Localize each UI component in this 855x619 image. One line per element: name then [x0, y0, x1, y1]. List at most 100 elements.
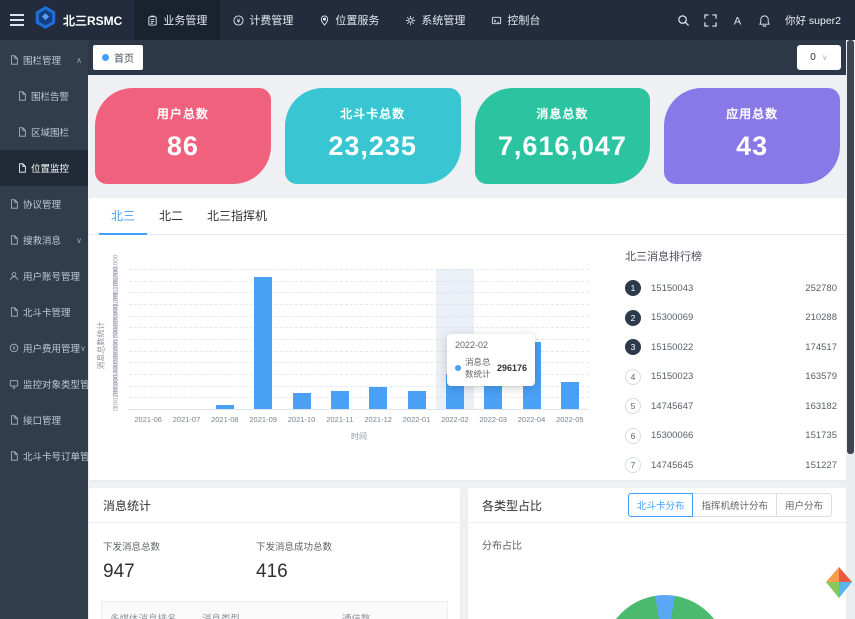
gridline [129, 292, 589, 294]
ranking-row-1[interactable]: 1 15150043 252780 [625, 279, 837, 297]
sidebar-item-label: 北斗卡管理 [23, 308, 71, 319]
ranking-row-5[interactable]: 5 14745647 163182 [625, 397, 837, 415]
ratio-button-1[interactable]: 指挥机统计分布 [692, 493, 777, 517]
x-tick-label: 2022-03 [479, 415, 507, 424]
sidebar-item-1[interactable]: 围栏告警 [0, 78, 88, 114]
navbar-menu: 业务管理 ¥ 计费管理 位置服务 系统管理 控制台 [134, 0, 553, 40]
sidebar-item-0[interactable]: 围栏管理 ∧ [0, 42, 88, 78]
x-tick-label: 2022-05 [556, 415, 584, 424]
brand-logo-icon [34, 5, 57, 35]
ranking-row-4[interactable]: 4 15150023 163579 [625, 368, 837, 386]
stat-card-2[interactable]: 消息总数 7,616,047 [474, 88, 651, 184]
file [9, 55, 19, 65]
gridline [129, 339, 589, 340]
gridline [129, 304, 589, 305]
user-greeting[interactable]: 你好 super2 [784, 14, 841, 27]
navbar-item-4[interactable]: 控制台 [478, 0, 553, 40]
message-ranking: 北三消息排行榜 1 15150043 252780 2 15300069 210288 3 1… [625, 248, 837, 474]
scrollbar-thumb[interactable] [847, 40, 854, 454]
navbar-item-label: 业务管理 [163, 15, 208, 27]
ratio-button-0[interactable]: 北斗卡分布 [627, 493, 694, 517]
bar-2021-10[interactable] [292, 393, 311, 409]
chevron-down-icon: ∨ [76, 235, 82, 245]
ratio-button-2[interactable]: 用户分布 [775, 493, 832, 517]
clipboard-icon [147, 15, 158, 26]
gridline [129, 315, 589, 317]
sidebar-item-4[interactable]: 协议管理 [0, 186, 88, 222]
pie-chart: 北二: 11 北三: 207 [468, 548, 846, 619]
ranking-row-7[interactable]: 7 14745645 151227 [625, 456, 837, 474]
navbar-item-3[interactable]: 系统管理 [392, 0, 478, 40]
ranking-message-count: 252780 [805, 282, 837, 294]
stats-table-header-1: 消息类型 [202, 611, 342, 619]
x-tick-label: 2022-02 [441, 415, 469, 424]
ranking-card-id: 15150023 [651, 371, 694, 382]
stat-card-3[interactable]: 应用总数 43 [664, 88, 840, 184]
sidebar-item-label: 围栏告警 [31, 92, 70, 103]
x-axis-title: 时间 [351, 432, 367, 441]
chart-tab-2[interactable]: 北三指挥机 [207, 209, 268, 223]
stat-card-0[interactable]: 用户总数 86 [95, 88, 271, 184]
hamburger-menu-icon[interactable] [0, 0, 26, 40]
ratio-subtitle: 分布占比 [482, 541, 522, 552]
x-tick-label: 2021-06 [134, 415, 162, 424]
ranking-row-2[interactable]: 2 15300069 210288 [625, 309, 837, 327]
gridline [129, 397, 589, 399]
rank-badge: 1 [625, 280, 641, 296]
ranking-card-id: 14745647 [651, 400, 694, 412]
main-content: 用户总数 86 北斗卡总数 23,235 消息总数 7,616,047 应用总数 43 北三北… [88, 75, 855, 619]
navbar-item-label: 系统管理 [421, 15, 466, 27]
tags-view-bar: 首页 0 ∨ [88, 40, 855, 75]
sidebar-item-2[interactable]: 区域围栏 [0, 114, 88, 150]
sidebar-item-9[interactable]: 监控对象类型管理∨ [0, 366, 88, 402]
bar-2021-08[interactable] [215, 405, 234, 409]
navbar-right-icons: A [677, 13, 771, 27]
bar-2022-05[interactable] [560, 382, 579, 409]
ranking-row-6[interactable]: 6 15300066 151735 [625, 427, 837, 445]
stats-table-header-row: 多媒体消息排名消息类型通信数 [101, 601, 448, 619]
x-tick-label: 2022-04 [517, 415, 546, 424]
sidebar-item-label: 接口管理 [23, 416, 62, 427]
bar-2021-09[interactable] [254, 277, 273, 409]
floating-diamond-icon[interactable] [824, 566, 854, 600]
bar-2022-01[interactable] [407, 391, 426, 409]
sidebar-item-label: 位置监控 [31, 164, 70, 175]
sidebar-item-label: 协议管理 [23, 200, 62, 211]
bar-2021-12[interactable] [369, 387, 388, 409]
stat-card-value: 86 [166, 131, 199, 161]
sidebar-item-6[interactable]: 用户账号管理 [0, 258, 88, 294]
navbar-item-0[interactable]: 业务管理 [134, 0, 221, 40]
sidebar-item-10[interactable]: 接口管理 [0, 402, 88, 438]
page-scrollbar[interactable] [846, 40, 855, 619]
tab-home[interactable]: 首页 [93, 45, 143, 70]
chart-tab-0[interactable]: 北三 [99, 198, 148, 235]
stat-card-label: 北斗卡总数 [340, 107, 406, 121]
navbar-item-2[interactable]: 位置服务 [306, 0, 392, 40]
metric-value: 947 [103, 561, 135, 582]
tab-home-label: 首页 [114, 54, 134, 65]
active-tab-dot-icon [102, 54, 109, 61]
ranking-row-3[interactable]: 3 15150022 174517 [625, 338, 837, 356]
font-size-icon: A [731, 14, 744, 26]
bar-2021-11[interactable] [330, 391, 349, 409]
rank-badge: 6 [625, 427, 641, 444]
navbar-item-1[interactable]: ¥ 计费管理 [220, 0, 306, 40]
stat-card-1[interactable]: 北斗卡总数 23,235 [284, 88, 461, 184]
pie-slices[interactable] [603, 595, 727, 619]
chevron-down-icon: ∨ [80, 343, 86, 353]
tags-pager-dropdown[interactable]: 0 ∨ [797, 45, 841, 70]
sidebar-item-5[interactable]: 搜救消息 ∨ [0, 222, 88, 258]
message-icon [758, 14, 771, 27]
sidebar-item-11[interactable]: 北斗卡号订单管理 [0, 438, 88, 474]
rank-badge: 2 [625, 309, 641, 326]
x-tick-label: 2021-09 [249, 415, 277, 424]
sidebar-item-7[interactable]: 北斗卡管理 [0, 294, 88, 330]
sidebar-item-3[interactable]: 位置监控 [0, 150, 88, 186]
ranking-list: 1 15150043 252780 2 15300069 210288 3 15150022 1… [625, 279, 837, 474]
console-icon [491, 15, 502, 26]
bar-2022-03[interactable] [484, 381, 503, 409]
stat-card-label: 消息总数 [536, 107, 589, 121]
chart-tab-1[interactable]: 北二 [159, 209, 184, 223]
bar-chart: 消息总数统计 0 100,000 200,000 300,000 400,000 500,0… [89, 235, 619, 480]
sidebar-item-8[interactable]: ¥ 用户费用管理 ∨ [0, 330, 88, 366]
